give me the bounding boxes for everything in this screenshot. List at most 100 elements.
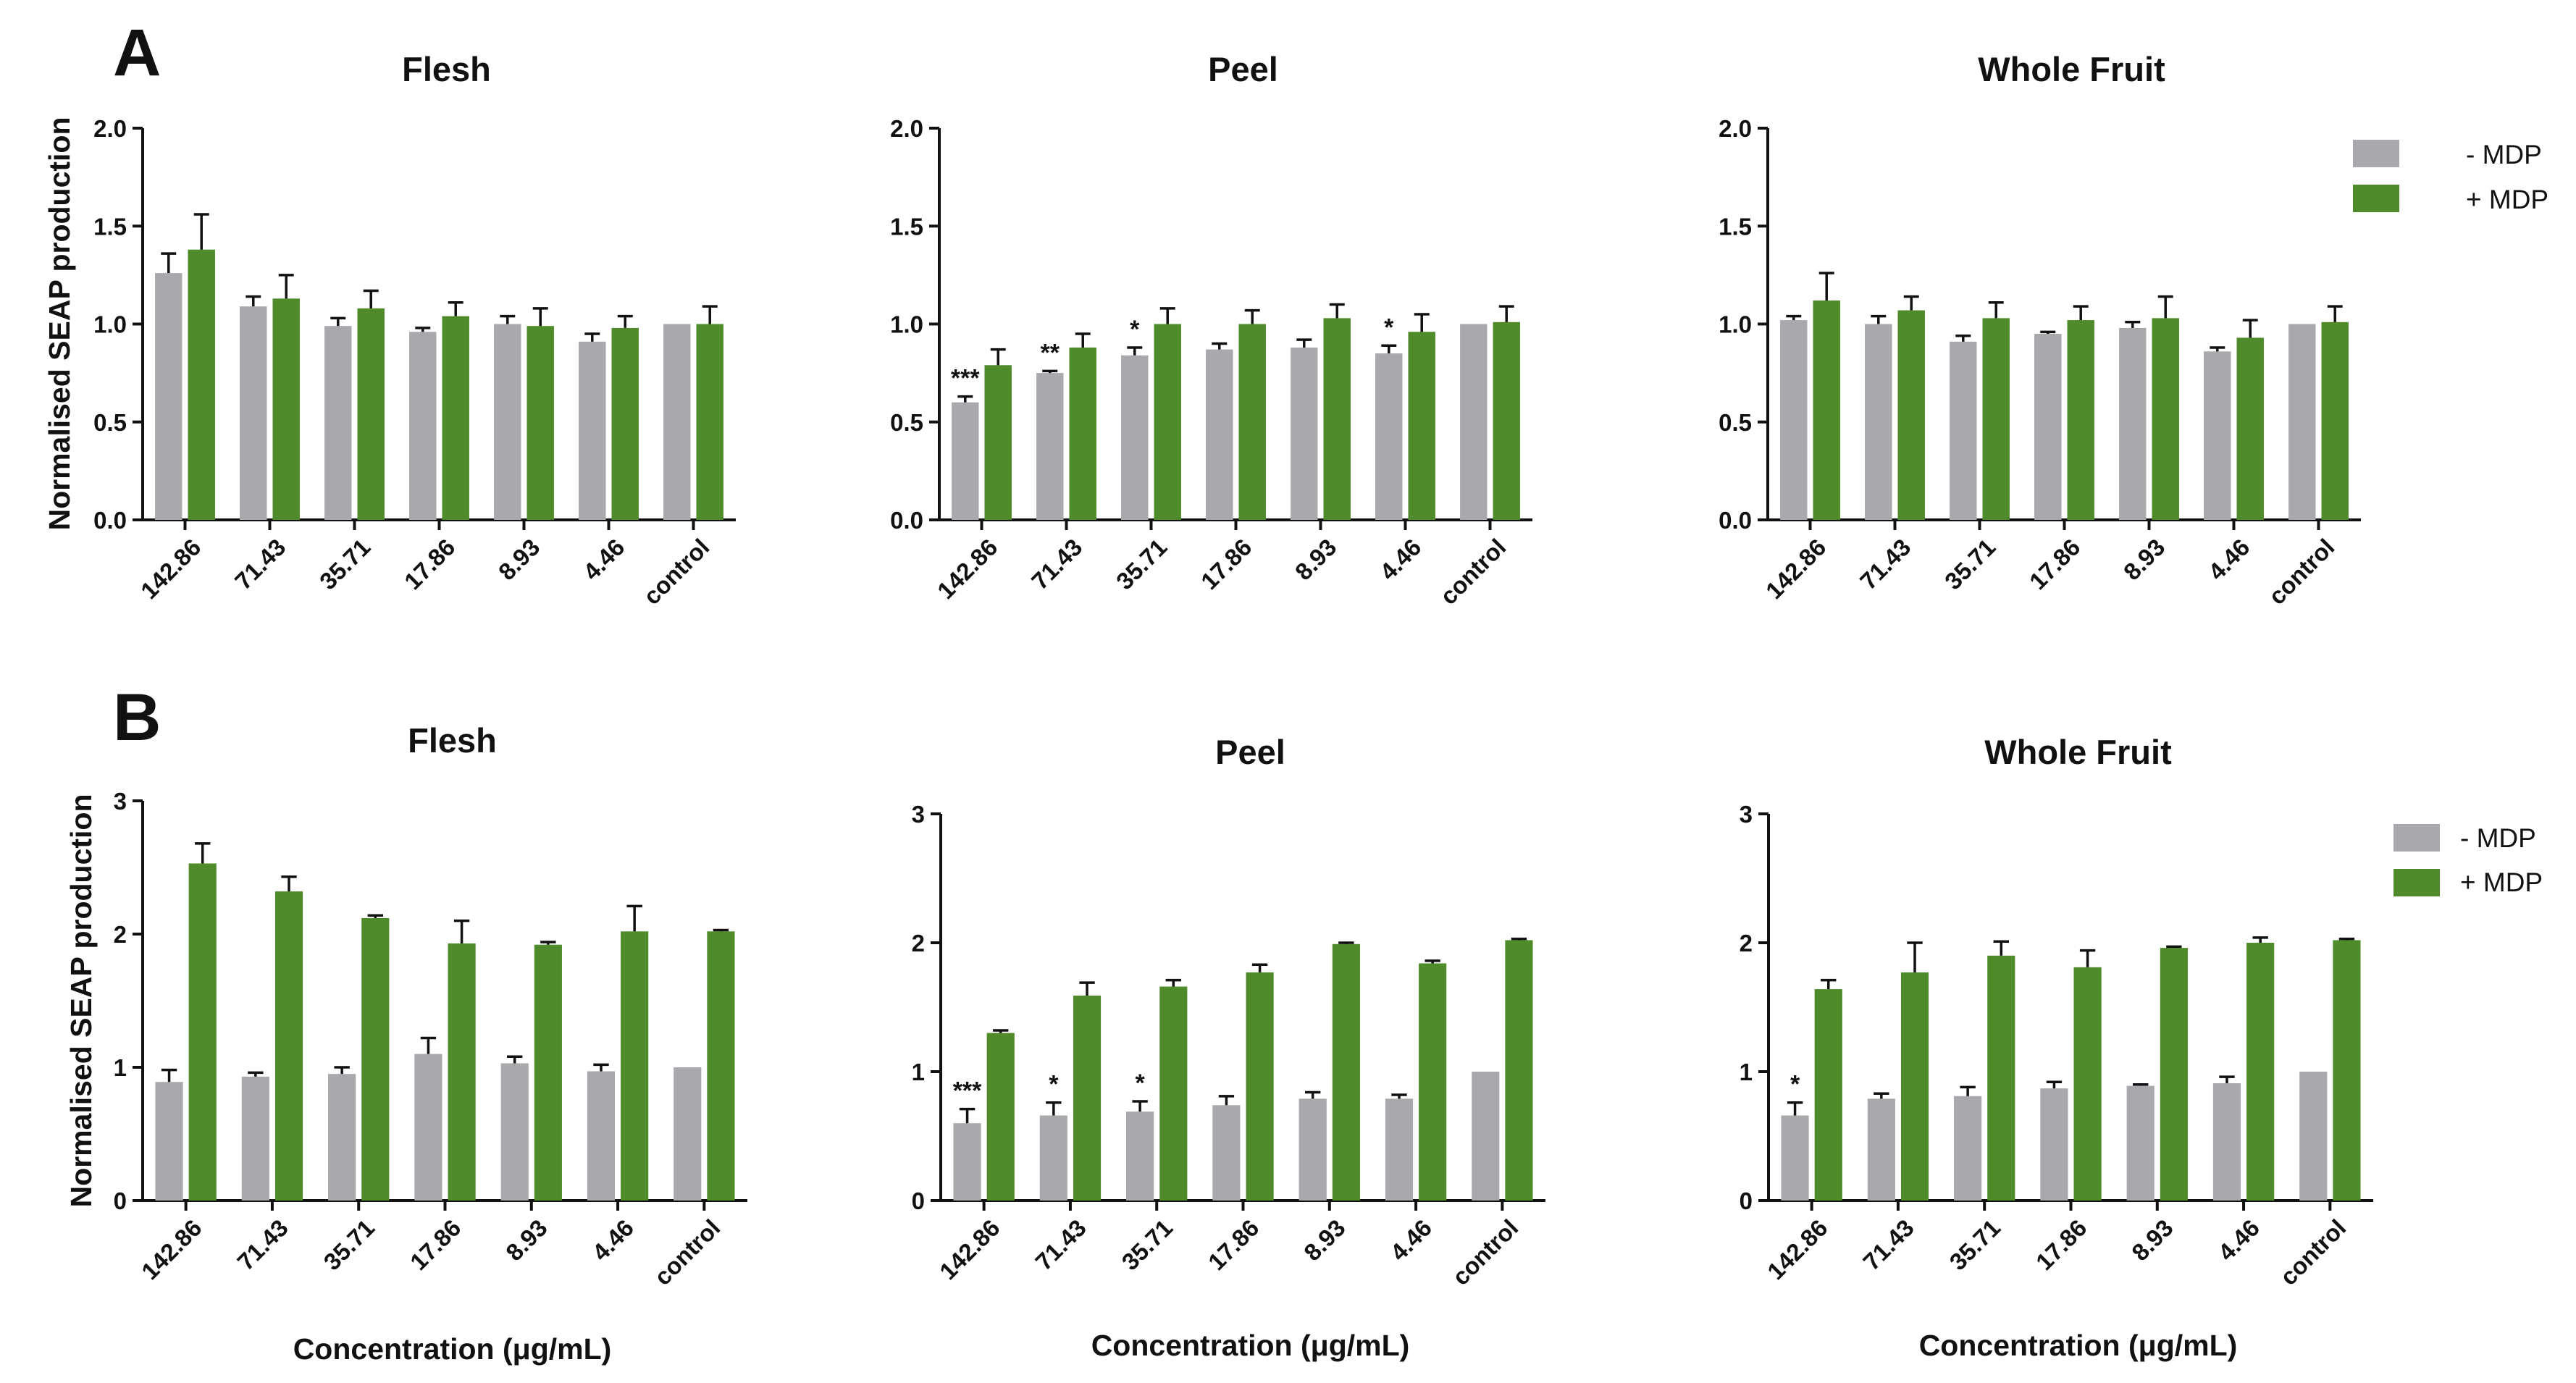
bar-minus-mdp [500,1063,529,1201]
panel-letter-a: A [113,16,161,90]
bar-minus-mdp [587,1071,616,1201]
bar-minus-mdp [1950,341,1977,520]
bar-minus-mdp [1375,353,1403,520]
bar-minus-mdp [1781,1115,1809,1201]
y-tick-label: 1.5 [890,213,923,240]
bar-plus-mdp [1323,318,1351,520]
significance-annotation: *** [953,1077,982,1105]
x-axis-label: Concentration (μg/mL) [1919,1329,2238,1362]
bar-plus-mdp [1987,955,2015,1201]
y-tick-label: 1 [912,1059,925,1085]
bar-plus-mdp [696,324,723,520]
x-tick-label: control [1447,1214,1523,1290]
legend-label-plus-mdp: + MDP [2466,185,2548,214]
y-tick-label: 2.0 [890,115,923,142]
y-tick-label: 0.0 [890,507,923,534]
bar-plus-mdp [1419,963,1447,1201]
bar-minus-mdp [1212,1105,1241,1201]
y-tick-label: 0.0 [93,507,127,534]
y-tick-label: 2 [1740,930,1753,957]
bar-plus-mdp [2160,948,2188,1201]
x-tick-label: 17.86 [399,534,461,595]
bar-minus-mdp [1780,320,1808,520]
bar-plus-mdp [1814,989,1842,1201]
bar-plus-mdp [2333,940,2361,1201]
x-tick-label: 8.93 [2126,1214,2178,1266]
y-tick-label: 0.5 [890,409,923,436]
y-axis-label: Normalised SEAP production [43,117,76,530]
x-tick-label: 35.71 [319,1214,380,1276]
bar-plus-mdp [2246,943,2275,1201]
x-tick-label: 35.71 [314,534,376,595]
chart-b-whole-fruit: Whole Fruit 0 1 2 3 142.86 71.43 35.71 17.86 8.93… [1740,733,2373,1362]
x-tick-label: control [1435,534,1511,610]
bar-minus-mdp [155,1082,183,1201]
legend-label-minus-mdp: - MDP [2460,823,2536,853]
y-tick-label: 2.0 [1719,115,1752,142]
y-tick-label: 1 [1740,1059,1753,1085]
x-tick-label: 8.93 [1290,534,1342,586]
y-tick-label: 1.0 [890,311,923,338]
x-tick-label: 17.86 [2031,1214,2092,1276]
bar-minus-mdp [241,1076,269,1201]
bar-minus-mdp [2034,334,2062,520]
legend-swatch-minus-mdp [2353,140,2399,167]
bar-minus-mdp [1385,1098,1414,1201]
bar-minus-mdp [1126,1111,1154,1201]
x-tick-label: 71.43 [1858,1214,1919,1276]
bar-plus-mdp [2152,318,2179,520]
bar-plus-mdp [361,917,390,1201]
x-tick-label: 142.86 [1761,534,1832,605]
bar-minus-mdp [1121,355,1149,520]
bar-plus-mdp [1238,324,1266,520]
bar-minus-mdp [2040,1088,2068,1201]
bar-minus-mdp [1472,1072,1500,1201]
bar-plus-mdp [188,863,217,1201]
bar-plus-mdp [1154,324,1181,520]
x-tick-label: 8.93 [500,1214,553,1266]
x-tick-label: control [2275,1214,2351,1290]
x-tick-label: control [649,1214,725,1290]
chart-a-whole-fruit: Whole Fruit 0.0 0.5 1.0 1.5 2.0 142.86 71.43 35.… [1719,50,2361,610]
bar-plus-mdp [611,327,639,520]
chart-title: Peel [1208,50,1278,88]
bar-minus-mdp [1036,373,1064,520]
y-tick-label: 0.5 [1719,409,1752,436]
legend-swatch-plus-mdp [2394,869,2440,896]
x-tick-label: 35.71 [1117,1214,1178,1276]
y-tick-label: 2.0 [93,115,127,142]
x-tick-label: 71.43 [1026,534,1088,595]
bar-minus-mdp [1291,347,1318,520]
bar-minus-mdp [2119,327,2147,520]
bar-minus-mdp [414,1054,442,1201]
y-tick-label: 3 [1740,801,1753,828]
charts-container: Flesh 0.0 0.5 1.0 1.5 2.0 142.86 71.43 35.71 17.8… [43,50,2373,1366]
x-tick-label: 71.43 [232,1214,293,1276]
bar-minus-mdp [2204,351,2231,520]
x-tick-label: 142.86 [932,534,1003,605]
chart-title: Whole Fruit [1984,733,2172,771]
y-tick-label: 3 [114,788,127,815]
x-tick-label: 142.86 [136,1214,207,1285]
bar-plus-mdp [2067,320,2094,520]
y-tick-label: 0 [114,1187,127,1214]
x-tick-label: 8.93 [493,534,545,586]
legend-swatch-plus-mdp [2353,185,2399,212]
bar-plus-mdp [526,326,554,520]
bar-minus-mdp [952,402,979,520]
x-tick-label: 8.93 [2118,534,2170,586]
x-tick-label: 17.86 [1196,534,1257,595]
bar-plus-mdp [1159,986,1188,1201]
x-tick-label: 4.46 [1385,1214,1437,1266]
bar-minus-mdp [2299,1072,2328,1201]
legend-bottom: - MDP + MDP [2394,823,2543,897]
y-tick-label: 0.0 [1719,507,1752,534]
x-tick-label: control [2263,534,2339,610]
bar-plus-mdp [1897,310,1925,520]
chart-a-flesh: Flesh 0.0 0.5 1.0 1.5 2.0 142.86 71.43 35.71 17.8… [43,50,736,610]
chart-b-flesh: Flesh 0 1 2 3 142.86 71.43 35.71 17.86 8.93 4.46 co… [64,721,747,1366]
x-tick-label: 4.46 [2212,1214,2265,1266]
bar-minus-mdp [1299,1098,1327,1201]
x-axis-label: Concentration (μg/mL) [1091,1329,1410,1362]
bar-minus-mdp [240,306,267,520]
